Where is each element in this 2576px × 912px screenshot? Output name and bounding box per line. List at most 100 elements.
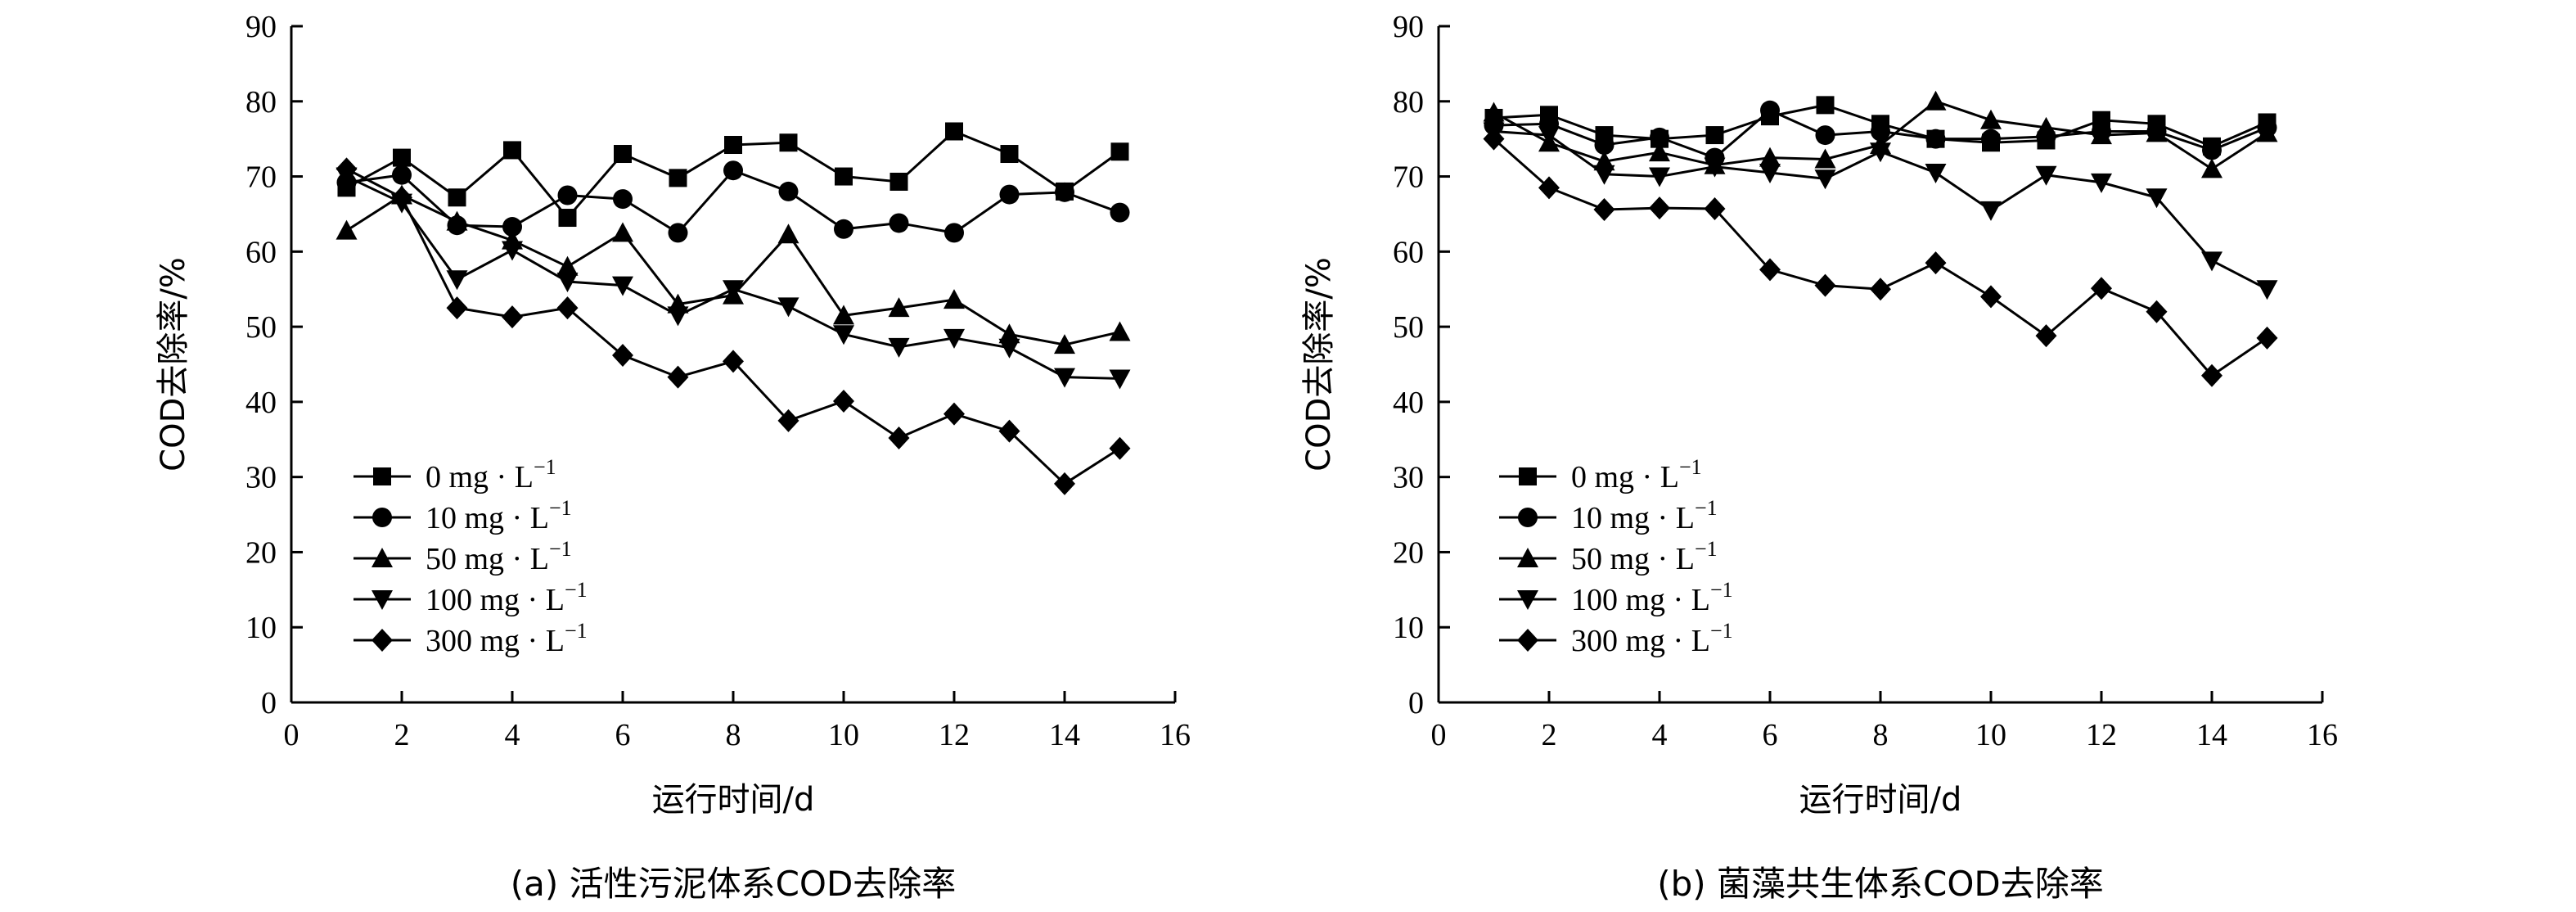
data-point	[2035, 165, 2057, 186]
legend-label-superscript: −1	[565, 619, 588, 643]
legend-label: 0 mg · L−1	[1571, 455, 1702, 494]
legend-item: 50 mg · L−1	[1499, 537, 1718, 576]
legend-label-superscript: −1	[1695, 537, 1718, 561]
legend-label: 100 mg · L−1	[1571, 578, 1733, 617]
x-tick-label: 12	[2086, 718, 2117, 752]
legend-item: 100 mg · L−1	[354, 578, 588, 617]
y-tick-label: 20	[245, 535, 277, 570]
legend-label: 10 mg · L−1	[426, 496, 572, 535]
legend-label-text: 0 mg · L	[426, 460, 534, 494]
data-point	[1925, 129, 1946, 149]
series-circle	[336, 160, 1130, 243]
data-point	[1054, 334, 1075, 354]
data-point	[1814, 273, 1836, 297]
x-tick-label: 8	[726, 718, 741, 752]
data-point	[336, 157, 358, 181]
y-tick-label: 30	[245, 461, 277, 495]
legend-label: 50 mg · L−1	[1571, 537, 1718, 576]
legend-label-superscript: −1	[534, 455, 556, 479]
legend-label-superscript: −1	[1695, 496, 1718, 520]
legend-item: 10 mg · L−1	[354, 496, 572, 535]
legend-marker	[373, 467, 391, 485]
data-point	[1925, 251, 1947, 275]
legend-marker	[372, 508, 392, 527]
legend-label: 0 mg · L−1	[426, 455, 556, 494]
x-axis-label: 运行时间/d	[1799, 781, 1962, 819]
data-point	[667, 365, 689, 389]
data-point	[503, 141, 521, 160]
series-diamond	[1483, 127, 2278, 387]
x-axis-label: 运行时间/d	[652, 781, 815, 819]
legend-label-superscript: −1	[549, 537, 572, 561]
legend-label-text: 100 mg · L	[426, 583, 565, 617]
data-point	[448, 188, 466, 207]
data-point	[1538, 176, 1560, 200]
x-tick-label: 16	[2307, 718, 2338, 752]
data-point	[502, 305, 523, 329]
y-axis-label: COD去除率/%	[1300, 257, 1338, 472]
data-point	[1980, 109, 2002, 129]
y-tick-label: 60	[1393, 235, 1424, 269]
legend-item: 0 mg · L−1	[354, 455, 556, 494]
data-point	[1109, 369, 1131, 390]
y-tick-label: 40	[245, 386, 277, 420]
data-point	[1054, 472, 1075, 495]
data-point	[391, 186, 412, 210]
data-point	[888, 297, 910, 318]
x-tick-label: 6	[1763, 718, 1778, 752]
legend-item: 0 mg · L−1	[1499, 455, 1702, 494]
data-point	[1704, 157, 1726, 178]
legend-label-text: 100 mg · L	[1571, 583, 1710, 617]
data-point	[1871, 121, 1890, 142]
data-point	[779, 133, 798, 152]
data-point	[668, 223, 688, 243]
y-tick-label: 10	[245, 611, 277, 645]
y-tick-label: 70	[245, 160, 277, 195]
x-tick-label: 6	[615, 718, 631, 752]
legend-marker	[372, 629, 393, 652]
data-point	[1109, 436, 1131, 460]
legend-marker	[1517, 590, 1538, 610]
data-point	[998, 419, 1020, 443]
data-point	[667, 306, 689, 327]
data-point	[446, 296, 468, 320]
chart-panel-a: 0 10 20 30 40 50 60 70 80 90 0 2 4 6 8 10 12 14 16 运行时间/d CO…	[155, 10, 1191, 904]
data-point	[1925, 90, 1947, 111]
data-point	[393, 148, 411, 167]
y-tick-label: 70	[1393, 160, 1424, 195]
data-point	[2201, 251, 2222, 272]
data-point	[723, 350, 744, 373]
x-tick-label: 4	[1652, 718, 1668, 752]
data-point	[1593, 197, 1615, 221]
data-point	[2146, 300, 2168, 323]
series-triangle-up	[336, 184, 1131, 354]
data-point	[1759, 147, 1781, 167]
data-point	[1814, 169, 1836, 190]
legend-label-text: 10 mg · L	[426, 501, 549, 535]
data-point	[612, 343, 633, 367]
data-point	[777, 223, 799, 244]
y-tick-label: 0	[1408, 686, 1424, 720]
x-tick-label: 12	[939, 718, 970, 752]
data-point	[2091, 277, 2112, 300]
panel-caption: (b) 菌藻共生体系COD去除率	[1657, 864, 2104, 904]
data-point	[1980, 201, 2002, 221]
data-point	[2202, 140, 2222, 160]
y-tick-label: 80	[1393, 85, 1424, 120]
data-point	[835, 167, 853, 186]
data-point	[723, 160, 743, 181]
x-tick-label: 4	[505, 718, 520, 752]
x-tick-label: 0	[1431, 718, 1447, 752]
legend-label-superscript: −1	[1679, 455, 1702, 479]
data-point	[1870, 142, 1891, 163]
data-point	[2256, 326, 2278, 350]
data-point	[889, 172, 908, 191]
data-point	[1815, 125, 1835, 146]
data-point	[1870, 278, 1891, 301]
data-point	[2256, 122, 2278, 142]
x-tick-label: 10	[828, 718, 859, 752]
y-tick-label: 80	[245, 85, 277, 120]
legend-label: 300 mg · L−1	[426, 619, 588, 658]
data-point	[612, 276, 633, 296]
